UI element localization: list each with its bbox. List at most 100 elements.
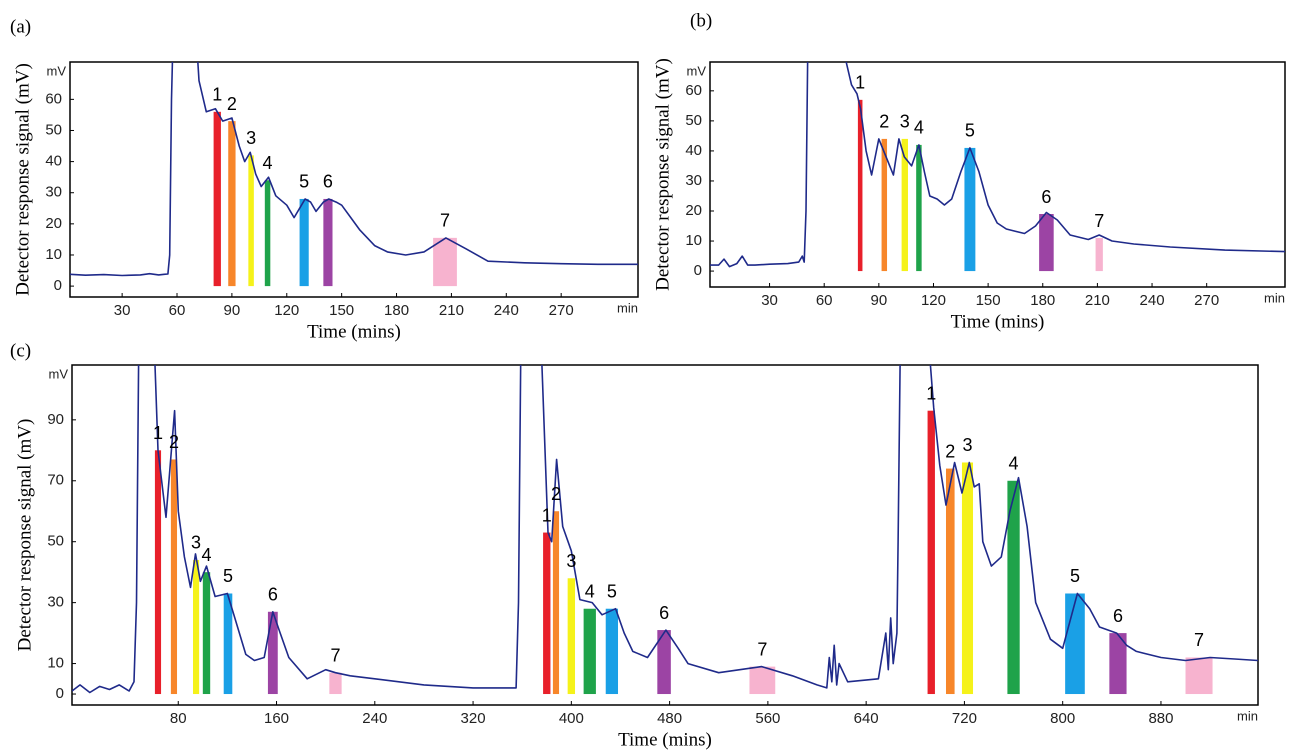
y-tick-label: 10 <box>47 655 64 672</box>
x-tick-label: 480 <box>657 710 682 727</box>
peak-label: 3 <box>246 128 256 148</box>
y-tick-label: 30 <box>685 172 702 189</box>
peak-label: 3 <box>566 551 576 571</box>
peak-label: 6 <box>323 172 333 192</box>
x-tick-label: 150 <box>329 302 354 319</box>
x-tick-label: 270 <box>1194 292 1219 309</box>
peak-band <box>323 198 333 287</box>
y-tick-label: 50 <box>45 121 62 138</box>
x-tick-label: 800 <box>1050 710 1075 727</box>
peak-label: 1 <box>153 423 163 443</box>
x-tick-label: 180 <box>384 302 409 319</box>
y-tick-label: 30 <box>45 184 62 201</box>
peak-label: 7 <box>330 645 340 665</box>
peak-label: 4 <box>201 545 211 565</box>
x-tick-label: 240 <box>1140 292 1165 309</box>
peak-band <box>964 147 976 272</box>
x-tick-label: 60 <box>816 292 833 309</box>
peak-band <box>154 450 162 695</box>
y-tick-label: 20 <box>45 215 62 232</box>
x-tick-label: 80 <box>170 710 187 727</box>
peak-label: 1 <box>855 73 865 93</box>
x-tick-label: 560 <box>755 710 780 727</box>
peak-label: 7 <box>1194 630 1204 650</box>
peak-band <box>299 198 309 287</box>
y-unit: mV <box>687 63 707 78</box>
peak-band <box>1185 657 1213 695</box>
peak-label: 1 <box>542 505 552 525</box>
peak-band <box>605 608 619 695</box>
x-tick-label: 210 <box>1085 292 1110 309</box>
y-tick-label: 60 <box>685 82 702 99</box>
peak-label: 5 <box>965 121 975 141</box>
peak-band <box>192 559 200 695</box>
peak-label: 6 <box>1113 606 1123 626</box>
x-axis-title: Time (mins) <box>618 729 712 750</box>
y-tick-label: 50 <box>685 112 702 129</box>
y-tick-label: 10 <box>45 246 62 263</box>
peak-label: 3 <box>900 112 910 132</box>
x-unit: min <box>1237 708 1258 723</box>
y-tick-label: 30 <box>47 594 64 611</box>
peak-band <box>1039 214 1054 272</box>
x-tick-label: 160 <box>264 710 289 727</box>
x-tick-label: 210 <box>439 302 464 319</box>
peak-band <box>1065 593 1085 695</box>
peak-label: 3 <box>962 435 972 455</box>
panel-label: (c) <box>10 340 31 361</box>
peak-label: 3 <box>191 533 201 553</box>
x-tick-label: 640 <box>854 710 879 727</box>
y-unit: mV <box>49 366 69 381</box>
peak-label: 4 <box>914 118 924 138</box>
peak-label: 6 <box>1041 187 1051 207</box>
x-tick-label: 120 <box>274 302 299 319</box>
peak-band <box>228 121 236 287</box>
y-tick-label: 40 <box>45 153 62 170</box>
y-tick-label: 40 <box>685 142 702 159</box>
peak-label: 4 <box>1009 454 1019 474</box>
x-tick-label: 30 <box>761 292 778 309</box>
peak-band <box>543 532 551 695</box>
signal-trace <box>710 62 1285 268</box>
y-tick-label: 70 <box>47 472 64 489</box>
y-tick-label: 0 <box>694 262 702 279</box>
x-tick-label: 400 <box>559 710 584 727</box>
peak-band <box>433 237 457 287</box>
peak-band <box>657 630 671 695</box>
peak-label: 6 <box>659 603 669 623</box>
x-tick-label: 720 <box>952 710 977 727</box>
peak-label: 2 <box>227 94 237 114</box>
peak-band <box>567 578 576 695</box>
y-tick-label: 0 <box>54 277 62 294</box>
peak-label: 5 <box>607 581 617 601</box>
peak-label: 5 <box>299 172 309 192</box>
y-tick-label: 0 <box>56 685 64 702</box>
y-tick-label: 90 <box>47 411 64 428</box>
peak-band <box>248 155 254 287</box>
peak-label: 1 <box>926 383 936 403</box>
peak-band <box>927 410 935 695</box>
peak-band <box>881 138 888 272</box>
peak-label: 2 <box>551 484 561 504</box>
peak-label: 4 <box>585 581 595 601</box>
y-tick-label: 60 <box>45 90 62 107</box>
x-tick-label: 120 <box>921 292 946 309</box>
y-tick-label: 20 <box>685 202 702 219</box>
x-tick-label: 30 <box>114 302 131 319</box>
peak-band <box>223 593 233 695</box>
peak-band <box>749 666 776 695</box>
y-unit: mV <box>47 63 67 78</box>
peak-band <box>916 144 922 272</box>
peak-band <box>552 511 560 695</box>
peak-band <box>170 459 178 695</box>
peak-label: 4 <box>263 153 273 173</box>
peak-label: 7 <box>440 211 450 231</box>
x-unit: min <box>1264 290 1285 305</box>
y-axis-title: Detector response signal (mV) <box>12 63 33 296</box>
y-axis-title: Detector response signal (mV) <box>652 58 673 291</box>
peak-band <box>1007 480 1020 695</box>
x-tick-label: 320 <box>461 710 486 727</box>
panel-label: (a) <box>10 16 31 37</box>
plot-area <box>70 62 638 287</box>
